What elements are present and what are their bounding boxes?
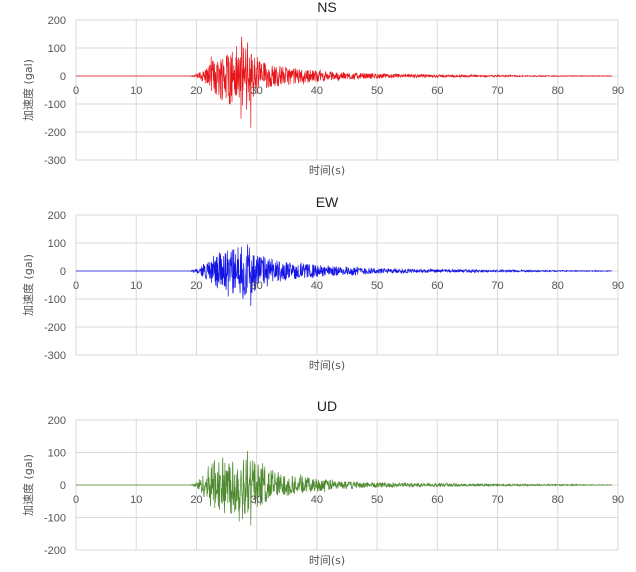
y-tick-label: 100 xyxy=(48,43,66,55)
x-tick-label: 40 xyxy=(311,280,323,292)
x-tick-label: 10 xyxy=(130,85,142,97)
y-tick-label: -300 xyxy=(44,155,66,167)
y-tick-label: -200 xyxy=(44,322,66,334)
x-tick-label: 30 xyxy=(251,85,263,97)
x-tick-label: 30 xyxy=(251,280,263,292)
x-axis-label: 时间(s) xyxy=(309,164,345,177)
y-tick-label: -200 xyxy=(44,127,66,139)
x-tick-label: 0 xyxy=(73,494,79,506)
x-tick-label: 60 xyxy=(431,494,443,506)
x-tick-label: 80 xyxy=(552,85,564,97)
x-tick-label: 50 xyxy=(371,494,383,506)
panel-ew: EW 200 100 0 -100 -200 -300 加速度 (gal) 0 10 20 30 40 5… xyxy=(21,194,624,372)
x-tick-label: 40 xyxy=(311,494,323,506)
x-tick-label: 10 xyxy=(130,494,142,506)
x-tick-label: 60 xyxy=(431,280,443,292)
x-tick-label: 50 xyxy=(371,85,383,97)
series-line xyxy=(76,244,612,307)
x-tick-label: 50 xyxy=(371,280,383,292)
x-tick-label: 90 xyxy=(612,494,624,506)
x-tick-label: 10 xyxy=(130,280,142,292)
x-tick-label: 20 xyxy=(190,494,202,506)
x-tick-label: 0 xyxy=(73,85,79,97)
y-tick-label: -300 xyxy=(44,350,66,362)
y-tick-label: 100 xyxy=(48,448,66,460)
chart-title: EW xyxy=(316,194,339,210)
x-tick-label: 0 xyxy=(73,280,79,292)
panel-ns: NS 200 100 0 -100 -200 -300 加速度 (gal) 0 10 20 30 40 5… xyxy=(21,0,624,177)
x-axis-label: 时间(s) xyxy=(309,554,345,567)
x-tick-label: 60 xyxy=(431,85,443,97)
x-tick-label: 20 xyxy=(190,85,202,97)
y-tick-label: 200 xyxy=(48,210,66,222)
x-tick-label: 90 xyxy=(612,85,624,97)
y-tick-label: 0 xyxy=(60,266,66,278)
y-tick-label: -200 xyxy=(44,545,66,557)
y-tick-label: -100 xyxy=(44,513,66,525)
x-tick-label: 20 xyxy=(190,280,202,292)
x-tick-label: 80 xyxy=(552,494,564,506)
y-axis-label: 加速度 (gal) xyxy=(21,59,35,121)
x-tick-label: 70 xyxy=(491,85,503,97)
series-line xyxy=(76,36,613,128)
chart-title: UD xyxy=(317,398,337,414)
x-axis-label: 时间(s) xyxy=(309,359,345,372)
x-tick-label: 70 xyxy=(491,280,503,292)
panel-ud: UD 200 100 0 -100 -200 加速度 (gal) 0 10 20 30 40 50 60 7… xyxy=(21,398,624,567)
y-axis-label: 加速度 (gal) xyxy=(21,254,35,316)
y-tick-label: 100 xyxy=(48,238,66,250)
y-tick-label: 200 xyxy=(48,415,66,427)
y-tick-label: 200 xyxy=(48,15,66,27)
series-line xyxy=(76,450,613,526)
y-tick-label: 0 xyxy=(60,480,66,492)
y-tick-label: 0 xyxy=(60,71,66,83)
y-tick-label: -100 xyxy=(44,99,66,111)
x-tick-label: 90 xyxy=(612,280,624,292)
x-tick-label: 40 xyxy=(311,85,323,97)
x-tick-label: 30 xyxy=(251,494,263,506)
y-axis-label: 加速度 (gal) xyxy=(21,454,35,516)
chart-title: NS xyxy=(317,0,336,15)
x-tick-label: 80 xyxy=(552,280,564,292)
y-tick-label: -100 xyxy=(44,294,66,306)
x-tick-label: 70 xyxy=(491,494,503,506)
